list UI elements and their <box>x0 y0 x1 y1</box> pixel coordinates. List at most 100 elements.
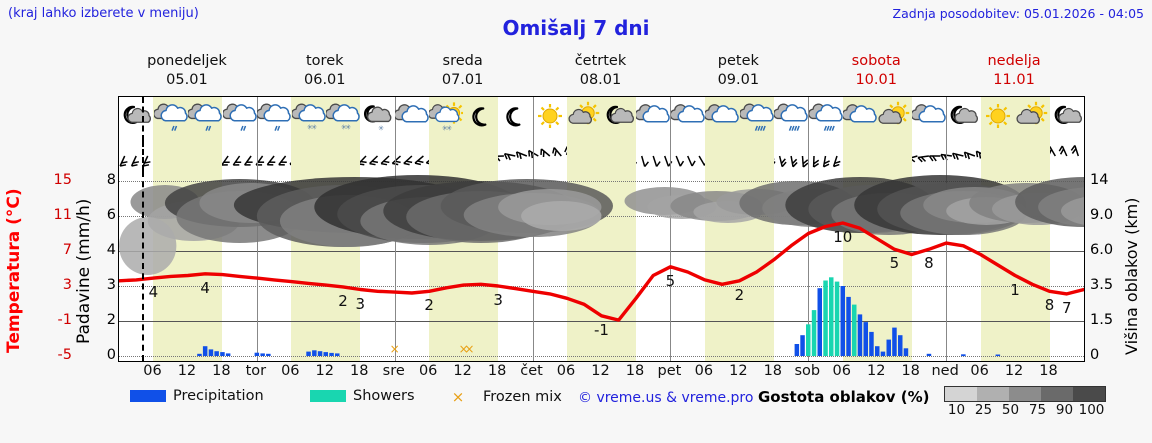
legend-label: Showers <box>353 388 415 404</box>
day-date: 10.01 <box>855 72 897 88</box>
precip-bar <box>846 296 851 356</box>
precip-bar <box>225 353 231 356</box>
time-label-17: 12 <box>729 363 748 379</box>
time-label-4: 06 <box>281 363 300 379</box>
time-label-5: 12 <box>315 363 335 379</box>
gridline-v-3 <box>532 171 534 361</box>
precip-bar <box>863 322 868 356</box>
cloud-density-legend: 10 25 50 75 90 100 <box>944 386 1106 418</box>
last-update-label: Zadnja posodobitev: 05.01.2026 - 04:05 <box>892 6 1144 21</box>
temperature-point-label: 4 <box>200 278 210 297</box>
frozen-mix-marker: × <box>459 342 469 356</box>
temperature-point-label: 3 <box>355 294 366 313</box>
time-label-14: 18 <box>625 363 645 379</box>
frozen-mix-marker: × <box>464 342 474 356</box>
precticks-1: 6 <box>106 207 116 223</box>
day-name: sobota <box>851 53 901 69</box>
precip-bar <box>898 335 903 356</box>
day-separator-1 <box>256 97 258 141</box>
cloud-density-step-4 <box>1073 387 1105 401</box>
day-name: četrtek <box>574 53 627 69</box>
location-menu-note: (kraj lahko izberete v meniju) <box>8 6 199 21</box>
daylight-band-6 <box>980 141 1050 171</box>
daylight-band-0 <box>153 141 223 171</box>
day-separator-5 <box>808 141 810 171</box>
svg-text:✳: ✳ <box>379 124 385 132</box>
daylight-band-1 <box>291 141 361 171</box>
precip-bar <box>220 352 225 356</box>
time-label-16: 06 <box>694 363 714 379</box>
svg-text:✳: ✳ <box>306 123 312 131</box>
tempticks-3: 3 <box>62 277 72 293</box>
precip-bar <box>208 349 214 356</box>
svg-text:✳: ✳ <box>311 123 317 131</box>
day-date: 08.01 <box>579 72 622 88</box>
daylight-band-2 <box>429 141 499 171</box>
temperature-point-label: 8 <box>924 254 934 273</box>
day-date: 11.01 <box>993 72 1035 88</box>
night-clear-icon <box>464 101 498 135</box>
sunny-icon <box>981 101 1015 135</box>
day-separator-6 <box>946 97 948 141</box>
precip-bar <box>880 351 886 356</box>
temperature-point-label: 7 <box>1061 298 1072 317</box>
cloudy-rain-heavy-icon <box>808 101 843 135</box>
time-label-19: sob <box>794 363 821 379</box>
precip-bar <box>794 344 800 356</box>
legend-label: Precipitation <box>173 388 264 404</box>
sunny-cloud-icon <box>567 101 601 135</box>
wind-barb-row <box>119 141 1084 171</box>
cloud-density-step-0 <box>945 387 977 401</box>
cloud-density-tick-1: 25 <box>974 402 993 418</box>
legend-item-precipitation: Precipitation <box>130 388 264 404</box>
precip-bar <box>254 352 260 356</box>
day-date: 05.01 <box>166 72 208 88</box>
cloud-density-tick-2: 50 <box>1001 402 1020 418</box>
cloud-density-gradient <box>944 386 1106 402</box>
day-header-5: sobota 10.01 <box>807 52 945 90</box>
cloudy-icon <box>670 101 705 135</box>
cloud-density-scale: 10 25 50 75 90 100 <box>943 402 1105 418</box>
sunny-cloud-icon <box>1015 101 1049 135</box>
precip-bar <box>892 327 897 356</box>
cloudy-rain-icon <box>257 101 291 135</box>
legend-item-showers: Showers <box>310 388 415 404</box>
temperature-point-label: 5 <box>665 271 676 290</box>
precip-bar <box>811 310 817 356</box>
day-header-4: petek 09.01 <box>669 52 807 90</box>
precip-bar <box>869 331 874 356</box>
precip-bar <box>817 288 822 356</box>
day-name: sreda <box>442 53 483 69</box>
precip-bar <box>852 304 857 356</box>
precip-bar <box>800 335 805 356</box>
cloudticks-3: 3.5 <box>1090 277 1114 293</box>
day-separator-2 <box>394 141 396 171</box>
day-header-2: sreda 07.01 <box>394 52 532 90</box>
precticks-5: 0 <box>106 347 116 363</box>
time-label-24: 06 <box>970 363 989 379</box>
day-header-1: torek 06.01 <box>256 52 394 90</box>
time-label-23: ned <box>931 363 959 379</box>
legend-swatch <box>310 390 346 402</box>
precip-bar <box>214 351 219 356</box>
temperature-point-label: 8 <box>1044 296 1055 315</box>
temperature-axis-ticks: 15 11 7 3 -1 -5 <box>30 171 72 363</box>
precip-bar <box>197 353 202 356</box>
copyright-label[interactable]: © vreme.us & vreme.pro <box>578 390 754 406</box>
temperature-point-label: 3 <box>493 291 503 309</box>
precip-bar <box>926 353 932 356</box>
cloud-density-tick-0: 10 <box>947 402 966 418</box>
current-time-marker-wind <box>141 141 144 171</box>
precip-bar <box>323 352 328 356</box>
day-separator-3 <box>532 97 534 141</box>
cloudy-icon <box>636 101 670 135</box>
day-name: torek <box>306 53 344 69</box>
chart-panel[interactable]: × × × 4 4 2 3 2 3 -1 5 2 10 5 8 1 8 7 <box>119 171 1084 361</box>
temperature-axis-title: Temperatura (°C) <box>4 188 24 354</box>
day-name: petek <box>717 53 759 69</box>
time-label-11: čet <box>520 363 543 379</box>
time-label-13: 12 <box>591 363 610 379</box>
temperature-point-label: 2 <box>424 296 434 315</box>
tempticks-2: 7 <box>62 242 72 258</box>
tempticks-4: -1 <box>57 312 72 328</box>
